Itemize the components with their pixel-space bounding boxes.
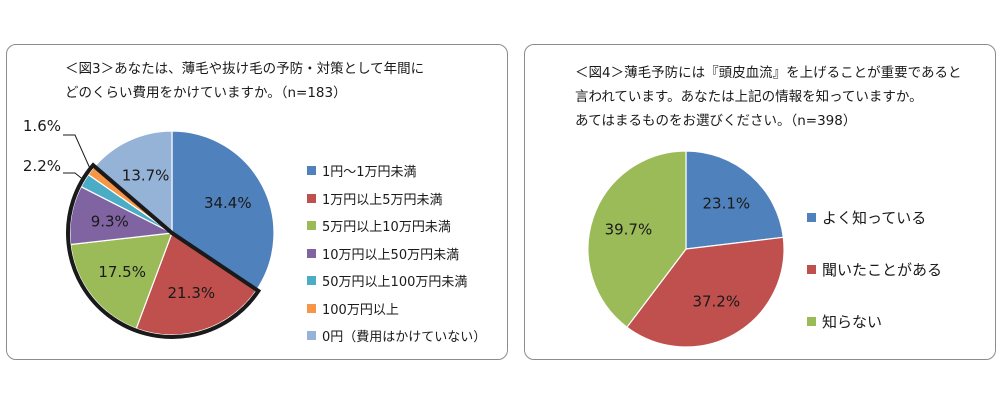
fig3-legend-swatch-6 [307, 303, 316, 313]
fig4-legend-item-2: 聞いたことがある [807, 243, 942, 295]
fig3-data-label-2: 21.3% [168, 284, 216, 302]
fig3-legend-label-7: 0円（費用はかけていない） [322, 330, 487, 346]
fig4-legend-swatch-2 [807, 264, 816, 274]
fig3-legend-item-4: 10万円以上50万円未満 [307, 240, 486, 268]
legend-fig4: よく知っている 聞いたことがある 知らない [807, 191, 942, 347]
fig3-data-label-7: 13.7% [122, 167, 170, 185]
legend-fig3: 1円～1万円未満 1万円以上5万円未満 5万円以上10万円未満 10万円以上50万円未… [307, 157, 486, 350]
fig3-leader-line-5 [63, 172, 84, 181]
fig4-title-line-3: あてはまるものをお選びください。（n=398） [575, 113, 857, 129]
fig3-highlight-outline [66, 162, 262, 339]
fig4-legend-swatch-1 [807, 212, 816, 222]
chart-title-fig3: ＜図3＞あなたは、薄毛や抜け毛の予防・対策として年間に どのくらい費用をかけていま… [65, 57, 424, 105]
fig3-legend-swatch-7 [307, 331, 316, 341]
fig3-slice-1 [171, 130, 275, 291]
fig4-slice-1 [685, 150, 784, 250]
fig3-slice-2 [135, 232, 258, 336]
fig4-slice-3 [587, 150, 687, 329]
fig3-leader-line-6 [63, 134, 92, 171]
fig3-legend-item-7: 0円（費用はかけていない） [307, 322, 486, 350]
fig3-data-label-1: 34.4% [204, 194, 252, 212]
fig4-data-label-2: 37.2% [692, 293, 740, 311]
fig3-legend-label-6: 100万円以上 [322, 302, 399, 318]
fig3-title-line-2: どのくらい費用をかけていますか。（n=183） [65, 85, 347, 101]
chart-panel-fig4: ＜図4＞薄毛予防には『頭皮血流』を上げることが重要であると 言われています。あなた… [524, 44, 996, 360]
fig3-legend-swatch-4 [307, 248, 316, 258]
fig4-legend-label-2: 聞いたことがある [822, 260, 943, 279]
fig3-legend-item-2: 1万円以上5万円未満 [307, 185, 486, 213]
fig3-title-line-1: ＜図3＞あなたは、薄毛や抜け毛の予防・対策として年間に [65, 61, 425, 77]
fig3-legend-item-1: 1円～1万円未満 [307, 157, 486, 185]
chart-panel-fig3: ＜図3＞あなたは、薄毛や抜け毛の予防・対策として年間に どのくらい費用をかけていま… [6, 44, 508, 360]
fig3-legend-label-5: 50万円以上100万円未満 [322, 275, 468, 291]
fig3-legend-swatch-3 [307, 221, 316, 231]
pie-chart-fig3: 34.4% 21.3% 17.5% 9.3% 2.2% 1.6% 13.7% [23, 117, 275, 339]
fig3-slice-7 [93, 130, 173, 235]
fig3-legend-item-6: 100万円以上 [307, 295, 486, 323]
fig3-slices [69, 130, 275, 336]
fig3-legend-item-3: 5万円以上10万円未満 [307, 212, 486, 240]
fig3-legend-label-4: 10万円以上50万円未満 [322, 247, 460, 263]
fig3-data-label-3: 17.5% [98, 263, 146, 281]
fig4-title-line-1: ＜図4＞薄毛予防には『頭皮血流』を上げることが重要であると [575, 65, 962, 81]
fig3-data-label-6: 1.6% [23, 117, 61, 135]
fig4-title-line-2: 言われています。あなたは上記の情報を知っていますか。 [575, 89, 923, 105]
fig4-legend-item-1: よく知っている [807, 191, 942, 243]
fig4-legend-label-1: よく知っている [822, 208, 927, 227]
fig3-legend-label-3: 5万円以上10万円未満 [322, 220, 451, 236]
fig4-data-label-3: 39.7% [605, 221, 653, 239]
fig4-legend-label-3: 知らない [822, 312, 883, 331]
fig3-legend-swatch-5 [307, 276, 316, 286]
fig3-legend-label-1: 1円～1万円未満 [322, 165, 417, 181]
fig4-slice-2 [626, 236, 785, 348]
fig4-data-label-1: 23.1% [702, 195, 750, 213]
fig3-legend-item-5: 50万円以上100万円未満 [307, 267, 486, 295]
fig3-data-label-4: 9.3% [91, 213, 129, 231]
fig4-slices [587, 150, 785, 348]
chart-title-fig4: ＜図4＞薄毛予防には『頭皮血流』を上げることが重要であると 言われています。あなた… [575, 61, 961, 133]
fig4-legend-swatch-3 [807, 316, 816, 326]
fig3-data-label-5: 2.2% [23, 157, 61, 175]
fig3-legend-swatch-2 [307, 193, 316, 203]
fig3-slice-3 [69, 232, 173, 330]
fig4-legend-item-3: 知らない [807, 295, 942, 347]
fig3-legend-label-2: 1万円以上5万円未満 [322, 192, 443, 208]
fig3-legend-swatch-1 [307, 166, 316, 176]
pie-chart-fig4: 23.1% 37.2% 39.7% [587, 150, 785, 348]
